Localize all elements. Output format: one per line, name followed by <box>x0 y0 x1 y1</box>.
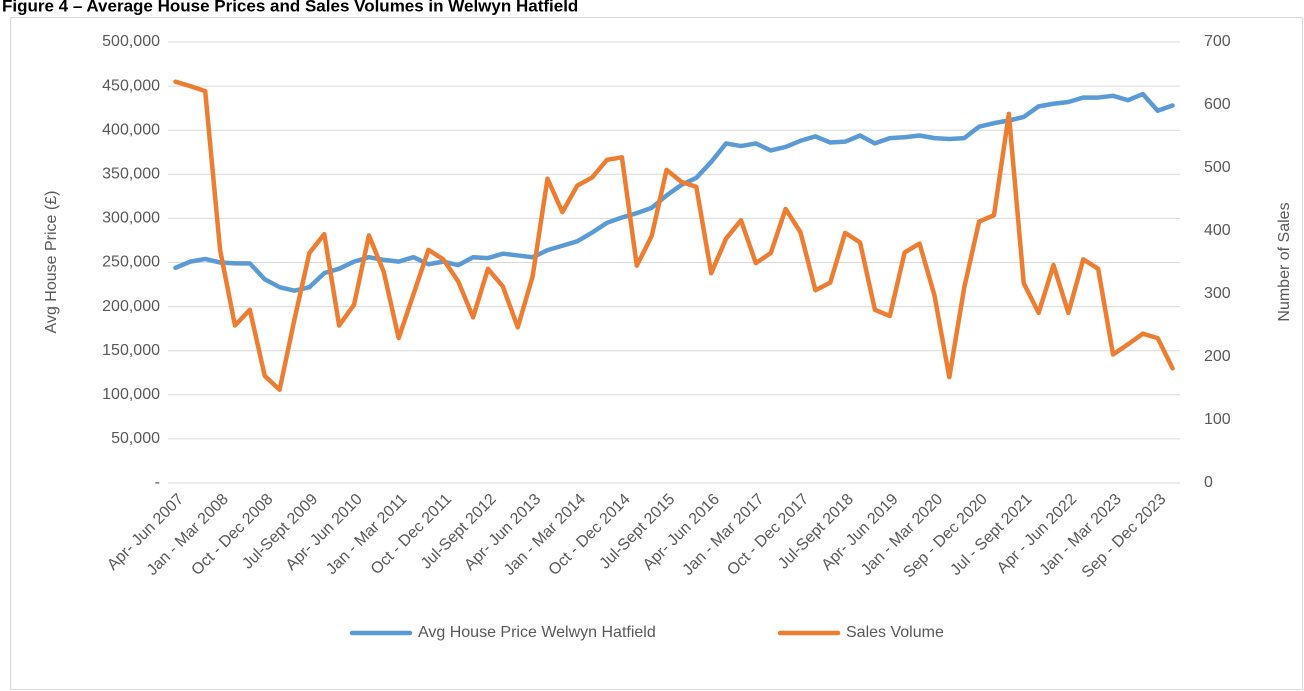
y2-tick-label: 500 <box>1204 159 1231 176</box>
y-tick-label: 300,000 <box>102 210 160 227</box>
y-tick-label: 150,000 <box>102 342 160 359</box>
y2-tick-label: 300 <box>1204 285 1231 302</box>
y2-tick-label: 0 <box>1204 474 1213 491</box>
y-tick-label: 200,000 <box>102 298 160 315</box>
y-tick-label: 500,000 <box>102 33 160 50</box>
y2-tick-label: 200 <box>1204 348 1231 365</box>
y2-tick-label: 100 <box>1204 411 1231 428</box>
y-tick-label: 350,000 <box>102 166 160 183</box>
legend-label: Avg House Price Welwyn Hatfield <box>418 624 656 641</box>
y-tick-label: 100,000 <box>102 386 160 403</box>
chart-title: Figure 4 – Average House Prices and Sale… <box>2 0 578 15</box>
y-axis-label: Avg House Price (£) <box>43 191 60 334</box>
y-tick-label: 250,000 <box>102 254 160 271</box>
y2-tick-label: 400 <box>1204 222 1231 239</box>
y2-tick-label: 700 <box>1204 33 1231 50</box>
y-tick-label: 450,000 <box>102 77 160 94</box>
legend-label: Sales Volume <box>846 624 944 641</box>
line-series <box>173 79 1175 393</box>
y2-tick-label: 600 <box>1204 96 1231 113</box>
chart-frame <box>10 17 1303 690</box>
y-tick-label: - <box>155 474 160 491</box>
y-tick-label: 400,000 <box>102 121 160 138</box>
y-tick-label: 50,000 <box>111 430 160 447</box>
y2-axis-label: Number of Sales <box>1276 202 1293 321</box>
